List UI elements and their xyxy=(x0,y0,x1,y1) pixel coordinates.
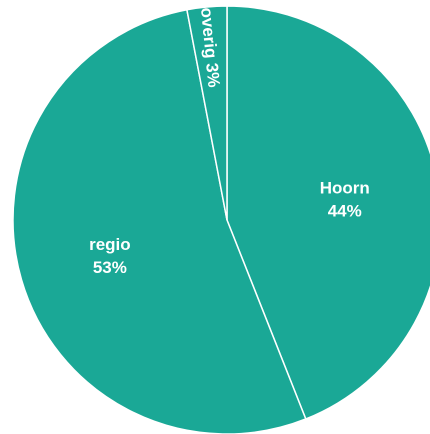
pie-slice-overig xyxy=(186,5,228,221)
pie-label-value: 53% xyxy=(93,258,127,277)
pie-slices xyxy=(12,5,430,434)
pie-label-value: 44% xyxy=(328,202,362,221)
pie-label-category: regio xyxy=(89,235,131,254)
pie-label-regio: regio 53% xyxy=(89,235,131,277)
pie-label-category: Hoorn xyxy=(320,179,370,198)
pie-slice-regio xyxy=(12,8,307,434)
pie-label-hoorn: Hoorn 44% xyxy=(320,179,370,221)
pie-labels: Hoorn 44%regio 53%overig 3% xyxy=(89,7,370,277)
pie-slice-hoorn xyxy=(226,5,430,420)
